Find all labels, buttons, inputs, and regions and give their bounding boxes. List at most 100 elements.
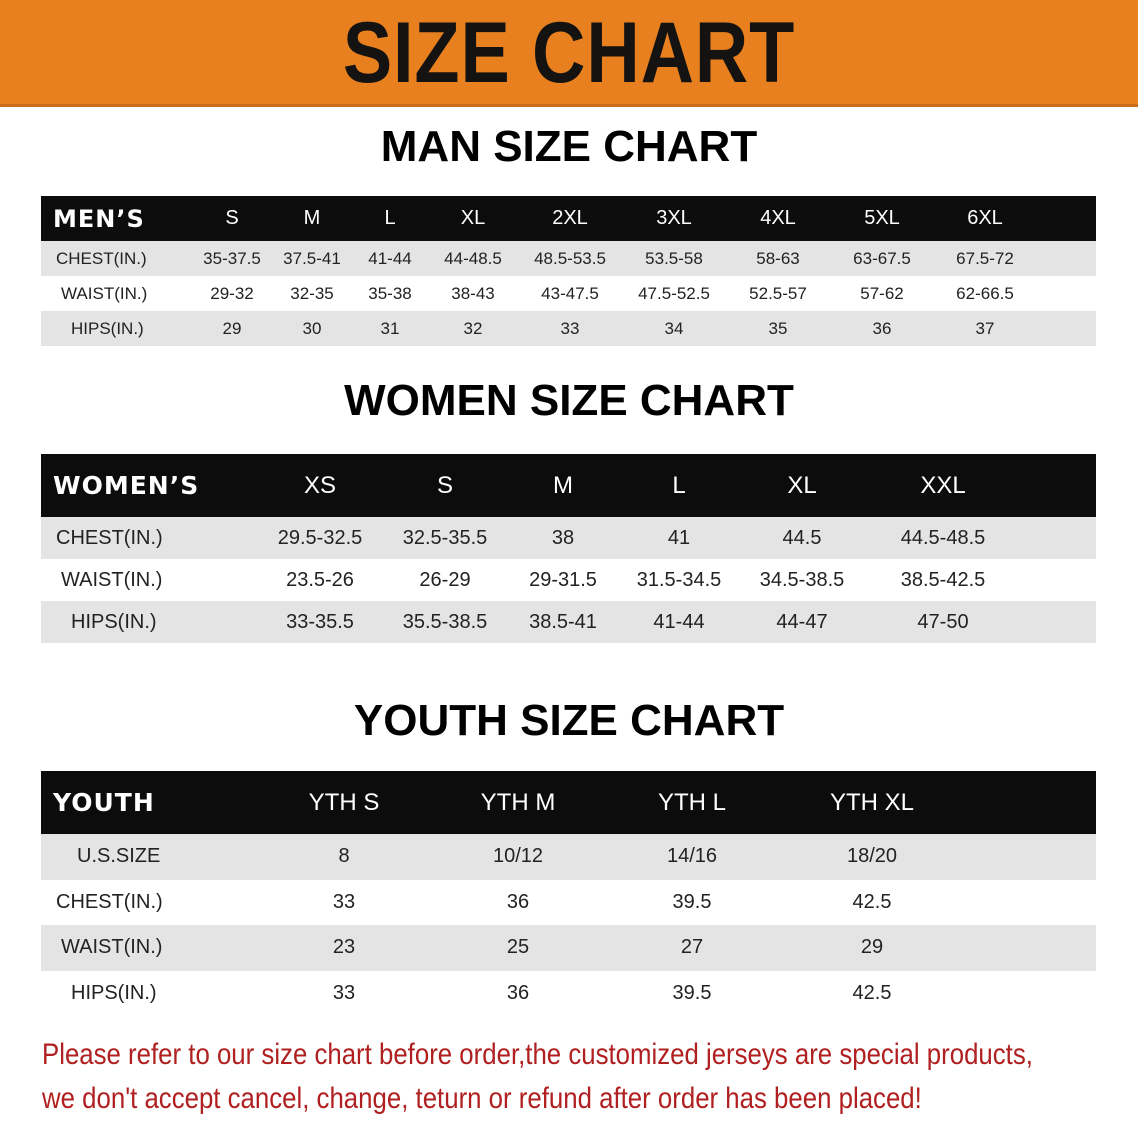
youth-table-row: CHEST(IN.) 33 36 39.5 42.5 (41, 880, 1096, 926)
men-table-cell: 58-63 (756, 248, 800, 268)
men-table-cell: 43-47.5 (541, 283, 599, 303)
women-table-row: HIPS(IN.) 33-35.5 35.5-38.5 38.5-41 41-44 44-… (41, 601, 1096, 643)
women-table-cell: 29-31.5 (529, 568, 597, 591)
men-size-header: M (303, 207, 321, 229)
men-table-cell: 31 (380, 318, 400, 338)
women-row-label: CHEST(IN.) (56, 526, 163, 549)
men-table-cell: 62-66.5 (956, 283, 1014, 303)
women-header-row: WOMEN’S XS S M L XL XXL (41, 454, 1096, 517)
youth-table-cell: 29 (860, 936, 884, 959)
youth-row-label: CHEST(IN.) (56, 890, 163, 913)
men-table-row: CHEST(IN.) 35-37.5 37.5-41 41-44 44-48.5 48.5… (41, 241, 1096, 276)
men-table-cell: 53.5-58 (645, 248, 703, 268)
women-size-header: XS (303, 471, 337, 499)
men-table-cell: 52.5-57 (749, 283, 807, 303)
men-size-table: MEN’S S M L XL 2XL 3XL 4XL 5XL 6XL CHEST(IN.) 35-37… (41, 196, 1096, 346)
banner-title: SIZE CHART (342, 5, 796, 101)
men-header-label: MEN’S (53, 204, 145, 233)
women-table-row: CHEST(IN.) 29.5-32.5 32.5-35.5 38 41 44.5 44.5… (41, 517, 1096, 559)
youth-table-cell: 23 (332, 936, 356, 959)
men-size-header: 6XL (967, 207, 1003, 229)
youth-table-cell: 27 (680, 936, 704, 959)
notice-line-2: we don't accept cancel, change, teturn o… (42, 1082, 922, 1115)
youth-table-cell: 42.5 (852, 890, 892, 913)
men-table-row: HIPS(IN.) 29 30 31 32 33 34 35 36 37 (41, 311, 1096, 346)
youth-table-cell: 8 (338, 845, 350, 868)
men-size-header: 5XL (864, 207, 900, 229)
men-size-header: 3XL (656, 207, 692, 229)
women-table-cell: 29.5-32.5 (277, 526, 363, 549)
women-table-cell: 23.5-26 (286, 568, 354, 591)
women-table-cell: 38.5-41 (529, 610, 597, 633)
youth-table-cell: 39.5 (672, 981, 712, 1004)
youth-table-cell: 33 (332, 890, 356, 913)
men-table-cell: 32 (463, 318, 483, 338)
men-header-row: MEN’S S M L XL 2XL 3XL 4XL 5XL 6XL (41, 196, 1096, 241)
women-table-cell: 47-50 (917, 610, 969, 633)
women-table-cell: 44.5-48.5 (900, 526, 986, 549)
women-table-cell: 41 (667, 526, 691, 549)
men-row-label: CHEST(IN.) (56, 248, 147, 268)
youth-table-cell: 36 (506, 981, 530, 1004)
women-table-cell: 32.5-35.5 (402, 526, 488, 549)
women-table-cell: 33-35.5 (286, 610, 354, 633)
men-size-header: L (384, 207, 396, 229)
women-table-cell: 38.5-42.5 (900, 568, 986, 591)
men-table-cell: 36 (872, 318, 892, 338)
youth-table-cell: 25 (506, 936, 530, 959)
men-table-cell: 29-32 (210, 283, 254, 303)
women-size-header: XXL (920, 471, 966, 499)
men-table-cell: 32-35 (290, 283, 334, 303)
men-table-cell: 63-67.5 (853, 248, 911, 268)
women-table-cell: 44-47 (776, 610, 828, 633)
youth-row-label: WAIST(IN.) (61, 936, 163, 959)
youth-table-cell: 36 (506, 890, 530, 913)
men-table-cell: 38-43 (451, 283, 495, 303)
men-table-cell: 35-38 (368, 283, 412, 303)
men-size-header: 4XL (760, 207, 796, 229)
men-table-cell: 41-44 (368, 248, 412, 268)
youth-header-label: YOUTH (53, 788, 155, 818)
men-table-cell: 44-48.5 (444, 248, 502, 268)
women-size-header: XL (787, 471, 817, 499)
youth-row-label: HIPS(IN.) (71, 981, 157, 1004)
men-table-cell: 29 (222, 318, 242, 338)
men-table-cell: 37 (975, 318, 995, 338)
youth-table-cell: 14/16 (666, 845, 718, 868)
women-size-header: S (436, 471, 454, 499)
banner: SIZE CHART (0, 0, 1138, 107)
women-section-title: WOMEN SIZE CHART (344, 376, 794, 425)
men-section-title: MAN SIZE CHART (380, 122, 758, 171)
youth-table-cell: 18/20 (846, 845, 898, 868)
men-table-cell: 30 (302, 318, 322, 338)
youth-table-row: WAIST(IN.) 23 25 27 29 (41, 925, 1096, 971)
women-table-cell: 26-29 (419, 568, 471, 591)
youth-table-row: U.S.SIZE 8 10/12 14/16 18/20 (41, 834, 1096, 880)
youth-size-header: YTH L (657, 788, 727, 816)
men-table-cell: 35-37.5 (203, 248, 261, 268)
women-table-cell: 34.5-38.5 (759, 568, 845, 591)
youth-row-label: U.S.SIZE (77, 845, 161, 868)
men-table-row: WAIST(IN.) 29-32 32-35 35-38 38-43 43-47.5 47.… (41, 276, 1096, 311)
women-table-cell: 35.5-38.5 (402, 610, 488, 633)
men-table-cell: 35 (768, 318, 788, 338)
men-size-header: 2XL (552, 207, 588, 229)
youth-size-table: YOUTH YTH S YTH M YTH L YTH XL U.S.SIZE 8 10/12… (41, 771, 1096, 1016)
women-size-table: WOMEN’S XS S M L XL XXL CHEST(IN.) 29.5-32.5 32.5… (41, 454, 1096, 644)
men-table-cell: 48.5-53.5 (534, 248, 606, 268)
women-row-label: WAIST(IN.) (61, 568, 163, 591)
youth-size-header: YTH M (480, 788, 556, 816)
youth-section-title: YOUTH SIZE CHART (353, 696, 785, 745)
women-table-cell: 31.5-34.5 (636, 568, 722, 591)
youth-table-row: HIPS(IN.) 33 36 39.5 42.5 (41, 971, 1096, 1017)
youth-size-header: YTH S (308, 788, 380, 816)
men-table-cell: 34 (664, 318, 684, 338)
youth-size-header: YTH XL (829, 788, 915, 816)
men-size-header: S (225, 207, 239, 229)
men-table-cell: 67.5-72 (956, 248, 1014, 268)
youth-table-cell: 33 (332, 981, 356, 1004)
women-table-row: WAIST(IN.) 23.5-26 26-29 29-31.5 31.5-34.5 34… (41, 559, 1096, 601)
men-row-label: HIPS(IN.) (71, 318, 144, 338)
women-size-header: L (672, 471, 686, 499)
men-size-header: XL (460, 207, 486, 229)
